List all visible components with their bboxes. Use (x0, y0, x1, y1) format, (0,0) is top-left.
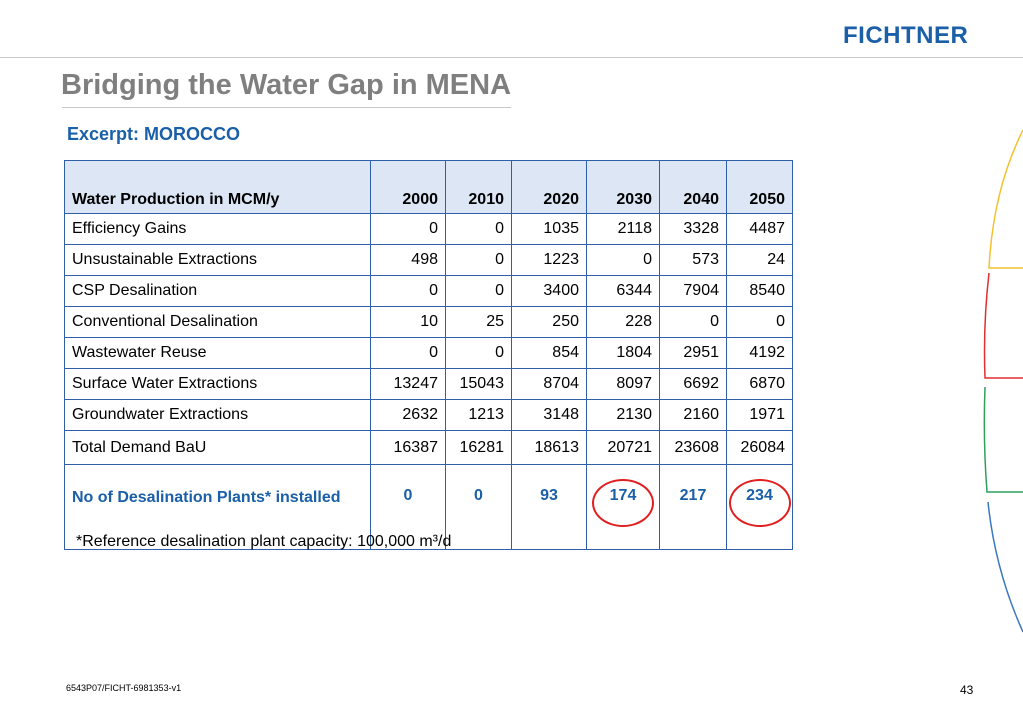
header-label-cell: Water Production in MCM/y (64, 160, 371, 214)
arc-green (983, 386, 1023, 493)
value-cell: 2118 (586, 213, 660, 245)
row-label-cell: CSP Desalination (64, 275, 371, 307)
footnote: *Reference desalination plant capacity: … (76, 533, 452, 550)
decorative-arcs (983, 129, 1023, 633)
value-cell: 23608 (659, 430, 727, 465)
value-cell: 217 (659, 464, 727, 550)
slide-title: Bridging the Water Gap in MENA (61, 69, 512, 101)
highlight-circle (728, 479, 791, 527)
value-cell: 16387 (370, 430, 446, 465)
highlight-circle (592, 479, 654, 527)
table-row-desalination-plants: No of Desalination Plants* installed 0 0… (64, 464, 793, 550)
value-cell: 498 (370, 244, 446, 276)
value-cell: 26084 (726, 430, 793, 465)
table-row: Efficiency Gains 0 0 1035 2118 3328 4487 (64, 213, 793, 245)
value-cell: 1223 (511, 244, 587, 276)
value-cell: 15043 (445, 368, 512, 400)
value-cell: 8097 (586, 368, 660, 400)
value-cell: 1804 (586, 337, 660, 369)
value-cell: 3400 (511, 275, 587, 307)
value-cell: 0 (370, 337, 446, 369)
value-cell: 0 (445, 275, 512, 307)
table-row: CSP Desalination 0 0 3400 6344 7904 8540 (64, 275, 793, 307)
header-year-cell: 2020 (511, 160, 587, 214)
value-cell: 0 (370, 213, 446, 245)
table-row: Wastewater Reuse 0 0 854 1804 2951 4192 (64, 337, 793, 369)
value-cell: 0 (659, 306, 727, 338)
value-cell: 3148 (511, 399, 587, 431)
value-cell-circled: 174 (586, 464, 660, 550)
value-cell: 0 (445, 464, 512, 550)
value-cell: 228 (586, 306, 660, 338)
value-cell: 6870 (726, 368, 793, 400)
arc-blue (987, 501, 1023, 633)
value-cell: 20721 (586, 430, 660, 465)
table-row: Surface Water Extractions 13247 15043 87… (64, 368, 793, 400)
value-cell: 2951 (659, 337, 727, 369)
row-label-cell: No of Desalination Plants* installed (64, 464, 371, 550)
value-cell: 2632 (370, 399, 446, 431)
title-underline (62, 107, 511, 108)
value-cell: 854 (511, 337, 587, 369)
value-cell: 0 (445, 244, 512, 276)
header-year-cell: 2050 (726, 160, 793, 214)
header-year-cell: 2030 (586, 160, 660, 214)
row-label-cell: Conventional Desalination (64, 306, 371, 338)
row-label-cell: Total Demand BaU (64, 430, 371, 465)
value-cell: 7904 (659, 275, 727, 307)
value-cell: 4487 (726, 213, 793, 245)
value-cell: 18613 (511, 430, 587, 465)
table-row-total: Total Demand BaU 16387 16281 18613 20721… (64, 430, 793, 465)
value-cell: 0 (586, 244, 660, 276)
value-cell: 2160 (659, 399, 727, 431)
value-cell: 0 (370, 275, 446, 307)
value-cell: 93 (511, 464, 587, 550)
value-cell: 2130 (586, 399, 660, 431)
header-divider (0, 57, 1023, 58)
value-cell: 16281 (445, 430, 512, 465)
table-row: Unsustainable Extractions 498 0 1223 0 5… (64, 244, 793, 276)
value-cell: 0 (445, 213, 512, 245)
value-cell: 6692 (659, 368, 727, 400)
value-cell: 8540 (726, 275, 793, 307)
water-production-table: Water Production in MCM/y 2000 2010 2020… (64, 160, 793, 550)
value-cell: 10 (370, 306, 446, 338)
row-label-cell: Wastewater Reuse (64, 337, 371, 369)
value-cell: 4192 (726, 337, 793, 369)
value-cell-circled: 234 (726, 464, 793, 550)
row-label-cell: Groundwater Extractions (64, 399, 371, 431)
value-cell: 3328 (659, 213, 727, 245)
value-cell: 25 (445, 306, 512, 338)
value-cell: 1035 (511, 213, 587, 245)
value-cell: 13247 (370, 368, 446, 400)
table-row: Groundwater Extractions 2632 1213 3148 2… (64, 399, 793, 431)
value-cell: 250 (511, 306, 587, 338)
table-header-row: Water Production in MCM/y 2000 2010 2020… (64, 160, 793, 214)
value-cell: 0 (726, 306, 793, 338)
value-cell: 1213 (445, 399, 512, 431)
value-cell: 573 (659, 244, 727, 276)
row-label-cell: Unsustainable Extractions (64, 244, 371, 276)
company-logo: FICHTNER (843, 22, 969, 49)
row-label-cell: Surface Water Extractions (64, 368, 371, 400)
value-cell: 24 (726, 244, 793, 276)
value-cell: 1971 (726, 399, 793, 431)
page-number: 43 (960, 683, 974, 697)
header-year-cell: 2000 (370, 160, 446, 214)
header-year-cell: 2040 (659, 160, 727, 214)
arc-red (983, 272, 1023, 379)
value-cell: 8704 (511, 368, 587, 400)
value-cell: 0 (445, 337, 512, 369)
slide-subtitle: Excerpt: MOROCCO (67, 124, 241, 144)
value-cell: 6344 (586, 275, 660, 307)
document-id: 6543P07/FICHT-6981353-v1 (66, 683, 182, 693)
table-row: Conventional Desalination 10 25 250 228 … (64, 306, 793, 338)
header-year-cell: 2010 (445, 160, 512, 214)
arc-yellow (988, 129, 1023, 269)
row-label-cell: Efficiency Gains (64, 213, 371, 245)
value-cell: 0 (370, 464, 446, 550)
